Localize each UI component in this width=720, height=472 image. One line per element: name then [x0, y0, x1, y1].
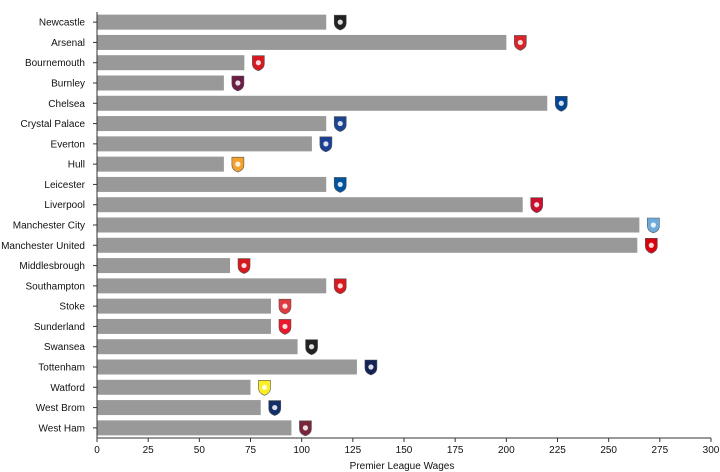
hull-crest-icon — [231, 156, 245, 173]
x-tick-label: 150 — [396, 445, 413, 456]
bar — [97, 217, 640, 233]
y-tick-label: Everton — [51, 139, 85, 150]
category-labels-group: Newcastle Arsenal Bournemouth Burnley Chelse… — [1, 18, 97, 434]
bar — [97, 136, 312, 152]
y-tick-label: Stoke — [59, 302, 85, 313]
manchester-united-crest-icon — [645, 237, 658, 254]
y-tick-label: Crystal Palace — [21, 119, 86, 130]
stoke-crest-icon — [278, 298, 292, 315]
bar — [97, 116, 327, 132]
y-tick-label: Hull — [68, 160, 85, 171]
bar — [97, 34, 507, 50]
x-tick-label: 250 — [600, 445, 617, 456]
bar — [97, 379, 251, 395]
leicester-crest-icon — [333, 177, 347, 193]
bar — [97, 75, 224, 91]
everton-crest-icon — [319, 136, 333, 153]
west-ham-crest-icon — [299, 420, 312, 437]
bar — [97, 258, 231, 274]
y-tick-label: Leicester — [44, 180, 85, 191]
bars-group — [97, 14, 640, 436]
middlesbrough-crest-icon — [237, 258, 251, 274]
bar — [97, 237, 638, 253]
y-tick-label: Chelsea — [48, 99, 85, 110]
bar — [97, 420, 292, 436]
x-axis-title: Premier League Wages — [350, 461, 455, 472]
x-tick-label: 200 — [498, 445, 515, 456]
y-tick-label: Burnley — [51, 79, 85, 90]
y-tick-label: Swansea — [44, 342, 86, 353]
y-tick-label: Liverpool — [44, 200, 85, 211]
crest-markers-group — [231, 14, 660, 437]
bar — [97, 359, 357, 375]
y-tick-label: Manchester City — [13, 221, 85, 232]
watford-crest-icon — [258, 379, 271, 396]
bar — [97, 197, 523, 213]
x-tick-label: 225 — [549, 445, 566, 456]
x-tick-label: 50 — [194, 445, 206, 456]
y-tick-label: Sunderland — [34, 322, 85, 333]
y-tick-label: Southampton — [26, 281, 86, 292]
newcastle-crest-icon — [333, 14, 347, 31]
y-tick-label: Manchester United — [1, 241, 85, 252]
bar — [97, 318, 271, 334]
tottenham-crest-icon — [364, 359, 378, 376]
x-tick-label: 25 — [143, 445, 155, 456]
y-tick-label: Arsenal — [51, 38, 85, 49]
manchester-city-crest-icon — [647, 217, 660, 234]
y-tick-label: Bournemouth — [25, 58, 85, 69]
x-tick-label: 175 — [447, 445, 464, 456]
bar — [97, 156, 224, 172]
liverpool-crest-icon — [530, 197, 544, 214]
sunderland-crest-icon — [278, 319, 292, 335]
bar — [97, 278, 327, 294]
chelsea-crest-icon — [554, 95, 568, 112]
y-tick-label: Tottenham — [38, 363, 85, 374]
x-tick-label: 75 — [245, 445, 257, 456]
bar — [97, 298, 271, 314]
x-tick-label: 275 — [651, 445, 668, 456]
bar — [97, 95, 548, 111]
y-tick-label: Middlesbrough — [19, 261, 85, 272]
y-tick-label: West Brom — [36, 403, 85, 414]
crystal-palace-crest-icon — [333, 116, 347, 132]
bar — [97, 55, 245, 71]
x-tick-label: 125 — [344, 445, 361, 456]
y-tick-label: Watford — [50, 383, 85, 394]
southampton-crest-icon — [333, 278, 347, 295]
swansea-crest-icon — [305, 339, 318, 356]
bar — [97, 14, 327, 30]
x-tick-label: 0 — [94, 445, 100, 456]
x-tick-label: 100 — [293, 445, 310, 456]
west-brom-crest-icon — [268, 400, 282, 416]
bar — [97, 176, 327, 192]
y-tick-label: West Ham — [39, 423, 86, 434]
y-tick-label: Newcastle — [39, 18, 86, 29]
bournemouth-crest-icon — [252, 55, 265, 72]
bar — [97, 339, 298, 355]
arsenal-crest-icon — [514, 35, 527, 51]
x-ticks-group: 0 25 50 75 100 125 150 175 200 225 250 275 300 — [94, 438, 720, 456]
bar — [97, 400, 261, 416]
x-tick-label: 300 — [703, 445, 720, 456]
burnley-crest-icon — [231, 75, 245, 92]
